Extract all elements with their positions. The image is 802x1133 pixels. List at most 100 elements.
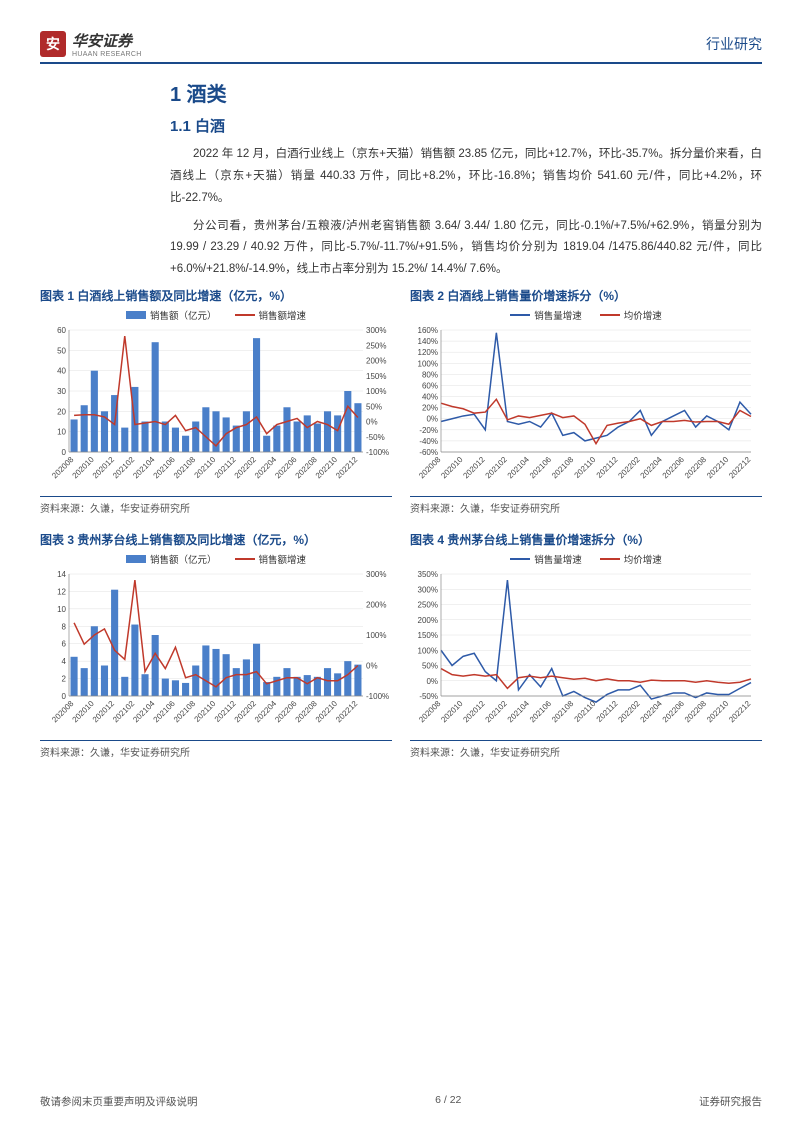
svg-text:0: 0 bbox=[62, 692, 67, 701]
legend-line: 销售额增速 bbox=[235, 308, 307, 322]
svg-text:4: 4 bbox=[62, 657, 67, 666]
legend-bar-swatch bbox=[126, 311, 146, 319]
svg-text:12: 12 bbox=[57, 587, 66, 596]
svg-text:202010: 202010 bbox=[439, 455, 465, 481]
legend-line-b: 均价增速 bbox=[600, 552, 662, 566]
svg-text:202204: 202204 bbox=[639, 699, 665, 725]
legend-line-a-label: 销售量增速 bbox=[534, 308, 582, 322]
svg-text:202106: 202106 bbox=[528, 455, 554, 481]
legend-line-label: 销售额增速 bbox=[259, 308, 307, 322]
svg-text:202112: 202112 bbox=[595, 455, 620, 480]
svg-text:20: 20 bbox=[57, 407, 66, 416]
chart-2-title: 图表 2 白酒线上销售量价增速拆分（%） bbox=[410, 287, 762, 304]
svg-text:40: 40 bbox=[57, 367, 66, 376]
svg-text:300%: 300% bbox=[366, 570, 386, 579]
chart-1-legend: 销售额（亿元） 销售额增速 bbox=[40, 308, 392, 322]
chart-2-svg: -60%-40%-20%0%20%40%60%80%100%120%140%16… bbox=[410, 324, 762, 494]
logo-subtext: HUAAN RESEARCH bbox=[72, 51, 142, 58]
svg-text:202108: 202108 bbox=[172, 455, 198, 481]
chart-1-svg: 0102030405060-100%-50%0%50%100%150%200%2… bbox=[40, 324, 392, 494]
svg-text:0%: 0% bbox=[366, 662, 378, 671]
svg-text:202010: 202010 bbox=[439, 699, 465, 725]
svg-text:202108: 202108 bbox=[550, 455, 576, 481]
svg-text:0%: 0% bbox=[366, 418, 378, 427]
footer-left: 敬请参阅末页重要声明及评级说明 bbox=[40, 1094, 198, 1109]
svg-text:350%: 350% bbox=[418, 570, 438, 579]
svg-text:202202: 202202 bbox=[616, 699, 642, 725]
legend-line-swatch bbox=[235, 314, 255, 316]
legend-line-a-swatch bbox=[510, 558, 530, 560]
svg-text:300%: 300% bbox=[418, 585, 438, 594]
legend-line-b-swatch bbox=[600, 558, 620, 560]
chart-3-source: 资料来源：久谦，华安证券研究所 bbox=[40, 740, 392, 759]
svg-text:150%: 150% bbox=[418, 631, 438, 640]
svg-text:202212: 202212 bbox=[727, 699, 753, 725]
svg-text:0%: 0% bbox=[426, 415, 438, 424]
chart-1-title: 图表 1 白酒线上销售额及同比增速（亿元，%） bbox=[40, 287, 392, 304]
svg-text:50%: 50% bbox=[422, 662, 438, 671]
svg-text:202110: 202110 bbox=[193, 455, 218, 480]
svg-text:150%: 150% bbox=[366, 372, 386, 381]
svg-text:202102: 202102 bbox=[484, 699, 510, 725]
legend-line-label: 销售额增速 bbox=[259, 552, 307, 566]
svg-text:202104: 202104 bbox=[506, 455, 532, 481]
svg-text:40%: 40% bbox=[422, 393, 438, 402]
chart-1: 图表 1 白酒线上销售额及同比增速（亿元，%） 销售额（亿元） 销售额增速 0 1… bbox=[40, 287, 392, 515]
legend-line-a: 销售量增速 bbox=[510, 308, 582, 322]
legend-bar-label: 销售额（亿元） bbox=[150, 552, 217, 566]
legend-line-b-swatch bbox=[600, 314, 620, 316]
svg-text:2: 2 bbox=[62, 675, 67, 684]
chart-3: 图表 3 贵州茅台线上销售额及同比增速（亿元，%） 销售额（亿元） 销售额增速 … bbox=[40, 531, 392, 759]
svg-text:202110: 202110 bbox=[573, 699, 598, 724]
svg-text:202008: 202008 bbox=[417, 455, 443, 481]
chart-4: 图表 4 贵州茅台线上销售量价增速拆分（%） 销售量增速 均价增速 -50%0%… bbox=[410, 531, 762, 759]
svg-text:100%: 100% bbox=[418, 646, 438, 655]
svg-text:-50%: -50% bbox=[366, 433, 385, 442]
svg-text:202108: 202108 bbox=[172, 699, 198, 725]
chart-3-svg: 02468101214-100%0%100%200%300%2020082020… bbox=[40, 568, 392, 738]
svg-text:10: 10 bbox=[57, 428, 66, 437]
legend-bar: 销售额（亿元） bbox=[126, 308, 217, 322]
svg-text:202008: 202008 bbox=[417, 699, 443, 725]
legend-line-a-swatch bbox=[510, 314, 530, 316]
legend-line-b-label: 均价增速 bbox=[624, 308, 662, 322]
svg-text:60%: 60% bbox=[422, 382, 438, 391]
svg-text:202106: 202106 bbox=[528, 699, 554, 725]
svg-text:202210: 202210 bbox=[705, 455, 731, 481]
legend-bar: 销售额（亿元） bbox=[126, 552, 217, 566]
svg-text:202206: 202206 bbox=[661, 455, 687, 481]
svg-text:202212: 202212 bbox=[334, 699, 360, 725]
svg-text:100%: 100% bbox=[418, 359, 438, 368]
heading-2: 1.1 白酒 bbox=[170, 115, 762, 136]
svg-text:202012: 202012 bbox=[461, 455, 487, 481]
chart-4-legend: 销售量增速 均价增速 bbox=[410, 552, 762, 566]
svg-text:200%: 200% bbox=[366, 357, 386, 366]
svg-text:202212: 202212 bbox=[334, 455, 360, 481]
svg-text:202204: 202204 bbox=[639, 455, 665, 481]
svg-text:8: 8 bbox=[62, 622, 67, 631]
svg-text:14: 14 bbox=[57, 570, 66, 579]
svg-text:60: 60 bbox=[57, 326, 66, 335]
svg-text:0: 0 bbox=[62, 448, 67, 457]
chart-4-svg: -50%0%50%100%150%200%250%300%350%2020082… bbox=[410, 568, 762, 738]
svg-text:300%: 300% bbox=[366, 326, 386, 335]
legend-line-b-label: 均价增速 bbox=[624, 552, 662, 566]
svg-text:202110: 202110 bbox=[573, 455, 598, 480]
svg-text:200%: 200% bbox=[366, 601, 386, 610]
svg-text:250%: 250% bbox=[366, 341, 386, 350]
svg-text:50: 50 bbox=[57, 346, 66, 355]
svg-text:-100%: -100% bbox=[366, 692, 389, 701]
footer-center: 6 / 22 bbox=[435, 1094, 461, 1109]
charts-row-2: 图表 3 贵州茅台线上销售额及同比增速（亿元，%） 销售额（亿元） 销售额增速 … bbox=[40, 531, 762, 759]
footer-right: 证券研究报告 bbox=[699, 1094, 762, 1109]
legend-line-a-label: 销售量增速 bbox=[534, 552, 582, 566]
chart-3-legend: 销售额（亿元） 销售额增速 bbox=[40, 552, 392, 566]
svg-text:50%: 50% bbox=[366, 402, 382, 411]
legend-bar-label: 销售额（亿元） bbox=[150, 308, 217, 322]
svg-text:250%: 250% bbox=[418, 601, 438, 610]
chart-4-source: 资料来源：久谦，华安证券研究所 bbox=[410, 740, 762, 759]
svg-text:160%: 160% bbox=[418, 326, 438, 335]
legend-line-b: 均价增速 bbox=[600, 308, 662, 322]
paragraph-1: 2022 年 12 月，白酒行业线上（京东+天猫）销售额 23.85 亿元，同比… bbox=[170, 144, 762, 210]
chart-2-source: 资料来源：久谦，华安证券研究所 bbox=[410, 496, 762, 515]
